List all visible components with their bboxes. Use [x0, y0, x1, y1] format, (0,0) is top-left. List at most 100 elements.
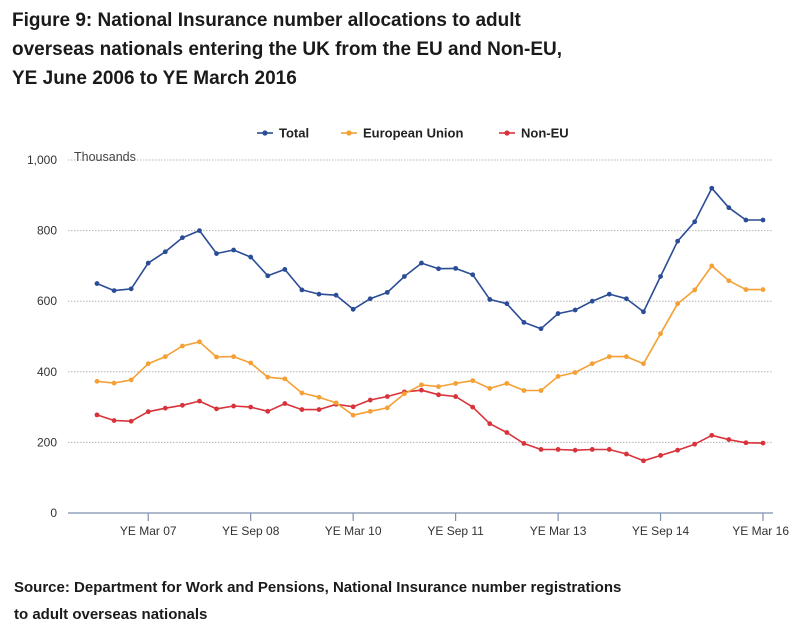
data-point	[145, 409, 151, 415]
data-point	[453, 381, 459, 386]
legend-item: Total	[257, 126, 309, 141]
data-point	[214, 354, 219, 360]
data-point	[282, 401, 288, 406]
chart-title: Figure 9: National Insurance number allo…	[12, 10, 563, 89]
data-point	[572, 447, 578, 453]
data-point	[316, 394, 322, 400]
data-point	[419, 260, 424, 266]
data-point	[504, 430, 510, 435]
data-point	[436, 266, 441, 272]
data-point	[179, 343, 185, 349]
data-point	[521, 388, 527, 393]
y-tick-label: 800	[37, 224, 57, 238]
data-point	[589, 447, 595, 452]
data-point	[487, 297, 493, 302]
data-point	[299, 407, 305, 412]
data-point	[248, 404, 254, 410]
data-point	[743, 217, 749, 223]
data-point	[179, 235, 185, 241]
data-point	[504, 301, 510, 307]
data-point	[333, 292, 339, 298]
data-point	[692, 441, 698, 447]
data-point	[555, 373, 561, 379]
data-point	[743, 440, 749, 446]
data-point	[248, 360, 254, 366]
data-point	[94, 378, 100, 384]
data-point	[589, 298, 595, 304]
data-point	[641, 309, 646, 315]
legend-swatch-marker	[346, 130, 352, 136]
data-point	[487, 421, 493, 427]
x-tick-labels: YE Mar 07 YE Sep 08 YE Mar 10 YE Sep 11 YE M…	[120, 524, 789, 538]
data-point	[128, 377, 134, 383]
axes	[68, 512, 773, 521]
data-point	[623, 451, 629, 457]
data-point	[675, 301, 681, 307]
data-point	[248, 254, 254, 260]
data-point	[197, 398, 202, 404]
data-point	[760, 287, 766, 292]
data-point	[743, 287, 749, 292]
data-point	[658, 274, 663, 279]
data-point	[179, 402, 185, 408]
x-tick-label: YE Sep 11	[427, 524, 484, 538]
data-point	[658, 453, 663, 458]
data-point	[760, 440, 766, 446]
data-point	[675, 238, 681, 244]
data-point	[111, 418, 117, 423]
data-point	[623, 296, 629, 302]
data-point	[470, 404, 476, 410]
data-point	[470, 378, 476, 384]
data-point	[384, 405, 390, 411]
legend-item: Non-EU	[499, 126, 569, 141]
data-point	[606, 354, 612, 360]
data-point	[538, 326, 544, 332]
gridlines	[68, 159, 773, 443]
data-point	[572, 370, 578, 375]
data-point	[401, 391, 407, 397]
series-total	[94, 185, 766, 332]
y-tick-label: 1,000	[27, 153, 57, 167]
data-point	[606, 291, 612, 297]
data-point	[623, 354, 629, 360]
data-point	[641, 361, 646, 367]
legend-item: European Union	[341, 126, 463, 141]
data-point	[316, 291, 322, 297]
legend-swatch-marker	[262, 130, 268, 136]
y-axis-unit-label: Thousands	[74, 150, 136, 164]
data-point	[350, 404, 356, 410]
data-point	[641, 458, 646, 464]
data-point	[316, 407, 322, 412]
data-point	[197, 228, 202, 234]
data-point	[487, 385, 493, 391]
data-point	[658, 331, 663, 337]
y-tick-labels: 0 200 400 600 800 1,000	[27, 153, 57, 520]
series-line	[96, 265, 763, 417]
data-point	[367, 408, 373, 414]
data-point	[538, 447, 544, 452]
series-line	[96, 389, 764, 462]
x-tick-label: YE Mar 10	[325, 524, 382, 538]
data-point	[162, 354, 168, 360]
data-point	[436, 392, 441, 398]
data-point	[555, 447, 561, 452]
data-point	[384, 394, 390, 399]
data-point	[128, 286, 134, 292]
data-point	[470, 272, 476, 278]
data-point	[111, 288, 117, 294]
data-point	[367, 397, 373, 403]
data-point	[162, 249, 168, 255]
data-point	[350, 412, 356, 418]
legend: Total European Union Non-EU	[257, 126, 569, 141]
series-lines	[94, 185, 766, 464]
data-point	[111, 380, 117, 386]
data-point	[419, 382, 424, 388]
data-point	[726, 205, 732, 211]
legend-label: Non-EU	[521, 126, 569, 141]
data-point	[145, 260, 151, 266]
data-point	[504, 381, 510, 386]
x-tick-label: YE Mar 07	[120, 524, 177, 538]
data-point	[675, 447, 681, 453]
data-point	[197, 339, 202, 345]
data-point	[692, 287, 698, 293]
